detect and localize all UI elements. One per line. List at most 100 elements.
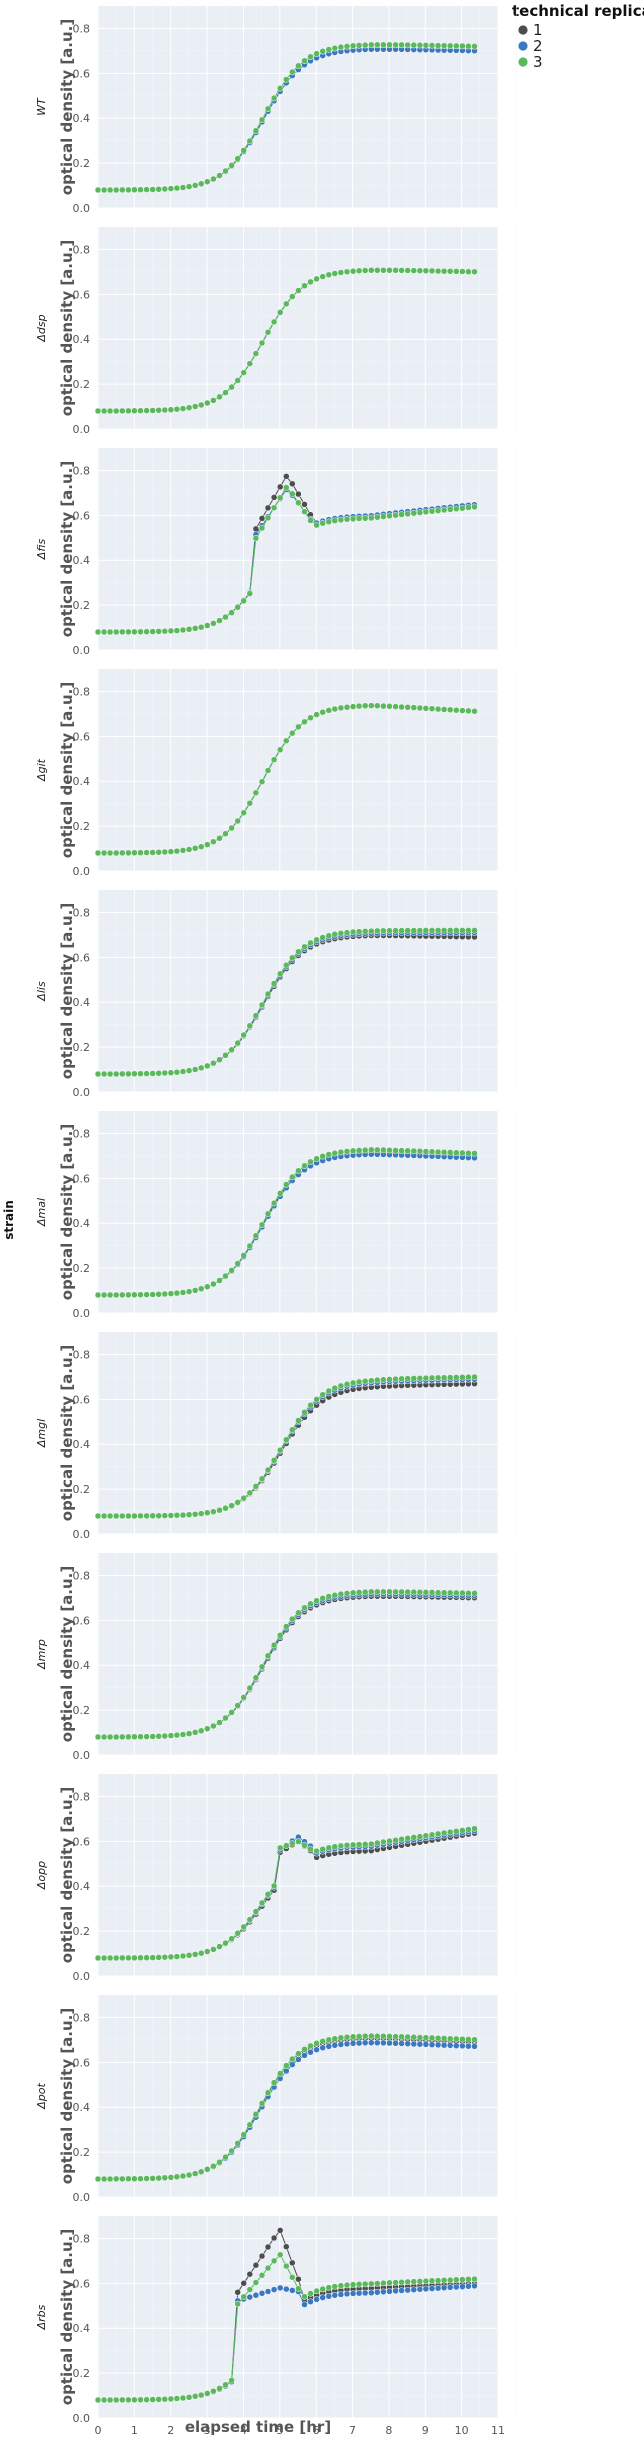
data-point (234, 2140, 241, 2147)
data-point (380, 1838, 387, 1846)
data-point (143, 628, 150, 635)
data-point (283, 1181, 290, 1188)
data-point (234, 2300, 241, 2308)
data-point (276, 2227, 284, 2234)
facet-strain-label: Δopp (35, 1861, 48, 1890)
data-point (149, 1733, 156, 1740)
data-point (313, 2296, 320, 2303)
data-point (210, 397, 217, 404)
data-point (119, 2175, 126, 2183)
data-point (422, 1148, 430, 1155)
data-point (204, 1948, 211, 1955)
y-tick-label: 0.0 (73, 1970, 91, 1983)
data-point (422, 508, 430, 516)
data-point (155, 2396, 162, 2403)
data-point (197, 2391, 205, 2399)
data-point (440, 2041, 448, 2049)
data-point (453, 1589, 460, 1597)
data-point (392, 1588, 399, 1596)
data-point (179, 1731, 187, 1738)
data-point (210, 2162, 217, 2170)
data-point (264, 767, 272, 774)
data-point (161, 1512, 169, 1519)
data-point (440, 42, 448, 49)
data-point (191, 2393, 199, 2400)
x-tick-label: 9 (422, 2424, 429, 2437)
data-point (179, 1289, 187, 1296)
data-point (410, 509, 418, 517)
data-point (349, 42, 357, 50)
data-point (185, 183, 193, 190)
legend-entry-2: 2 (517, 37, 543, 55)
data-point (94, 186, 102, 194)
data-point (319, 273, 326, 280)
data-point (197, 623, 205, 631)
y-tick-label: 0.6 (73, 1614, 91, 1627)
data-point (301, 2052, 308, 2059)
data-point (94, 407, 102, 415)
data-point (270, 504, 278, 512)
data-point (313, 2046, 320, 2053)
data-point (149, 1512, 156, 1520)
data-point (434, 267, 442, 275)
data-point (343, 1842, 351, 1849)
data-point (446, 268, 454, 275)
data-point (216, 1277, 223, 1284)
data-point (337, 2034, 345, 2042)
data-point (361, 702, 369, 710)
data-point (349, 1841, 357, 1849)
data-point (325, 2293, 333, 2300)
data-point (331, 705, 339, 713)
data-point (143, 1954, 150, 1961)
data-point (392, 703, 399, 710)
data-point (398, 1835, 405, 1843)
data-point (197, 180, 205, 188)
data-point (210, 2387, 217, 2395)
data-point (459, 2042, 466, 2050)
data-point (428, 2285, 436, 2292)
data-point (380, 41, 387, 49)
data-point (410, 927, 418, 934)
data-point (471, 2036, 478, 2043)
data-point (173, 847, 181, 855)
data-point (374, 1839, 381, 1847)
data-point (131, 1733, 138, 1741)
data-point (228, 1935, 235, 1942)
data-point (283, 2062, 290, 2069)
data-point (337, 2041, 345, 2048)
y-tick-label: 0.0 (73, 644, 91, 657)
data-point (440, 1589, 448, 1596)
data-point (301, 943, 308, 951)
data-point (143, 849, 150, 856)
data-point (428, 1589, 436, 1596)
data-point (100, 2175, 108, 2183)
data-point (191, 1729, 199, 1736)
y-tick-label: 0.2 (73, 1483, 91, 1496)
data-point (289, 729, 296, 737)
data-point (471, 43, 478, 50)
y-tick-label: 0.0 (73, 1307, 91, 1320)
data-point (161, 2395, 169, 2403)
y-axis-label: optical density [a.u.] (58, 682, 76, 858)
data-point (416, 1375, 424, 1382)
x-tick-label: 7 (349, 2424, 356, 2437)
data-point (289, 1615, 296, 1623)
data-point (204, 178, 211, 185)
data-point (228, 1502, 235, 1509)
data-point (197, 1510, 205, 1517)
data-point (380, 513, 387, 520)
data-point (325, 932, 333, 939)
data-point (197, 1727, 205, 1735)
y-tick-label: 0.2 (73, 2146, 91, 2159)
data-point (471, 708, 478, 715)
facet-strain-label: Δfis (35, 539, 48, 561)
data-point (264, 105, 272, 113)
data-point (331, 270, 339, 277)
data-point (434, 1830, 442, 1838)
data-point (361, 2280, 369, 2288)
data-point (179, 847, 187, 854)
data-point (349, 2033, 357, 2040)
data-point (106, 849, 114, 857)
data-point (355, 515, 363, 522)
